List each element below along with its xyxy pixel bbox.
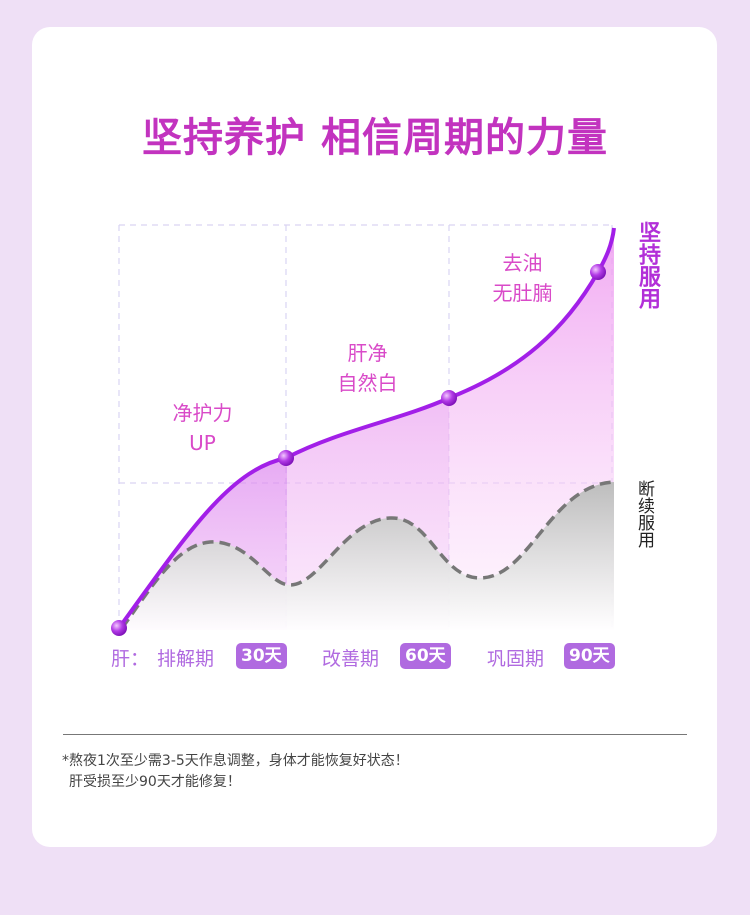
legend-persistent: 坚持服用 (635, 221, 660, 309)
stage3-label: 去油 无肚腩 (475, 248, 570, 308)
stage3-label-line1: 去油 (502, 251, 543, 275)
legend-intermittent: 断续服用 (634, 480, 654, 548)
note-line-1: *熬夜1次至少需3-5天作息调整，身体才能恢复好状态！ (62, 753, 409, 769)
stage-badge-2: 60天 (400, 643, 451, 669)
stage-badge-3: 90天 (564, 643, 615, 669)
stage2-point (441, 390, 457, 406)
divider (63, 734, 687, 735)
stage-badge-1: 30天 (236, 643, 287, 669)
page-title: 坚持养护 相信周期的力量 (142, 115, 608, 161)
stage1-label-line1: 净护力 (172, 401, 233, 425)
stage2-label-line1: 肝净 (347, 341, 388, 365)
note-line-2: 肝受损至少90天才能修复！ (69, 774, 241, 790)
stage2-label-line2: 自然白 (337, 371, 398, 395)
stage3-point (590, 264, 606, 280)
stage1-label-line2: UP (189, 431, 216, 455)
stage-name-3: 巩固期 (487, 648, 545, 670)
intermittent-area (122, 482, 614, 630)
stage1-label: 净护力 UP (155, 398, 250, 458)
stage-name-1: 排解期 (157, 648, 215, 670)
stage-name-2: 改善期 (322, 648, 380, 670)
stage1-point (278, 450, 294, 466)
start-point (111, 620, 127, 636)
stage2-label: 肝净 自然白 (320, 338, 415, 398)
axis-name: 肝： (111, 648, 150, 670)
stage3-label-line2: 无肚腩 (492, 281, 553, 305)
intermittent-curve (120, 480, 615, 630)
